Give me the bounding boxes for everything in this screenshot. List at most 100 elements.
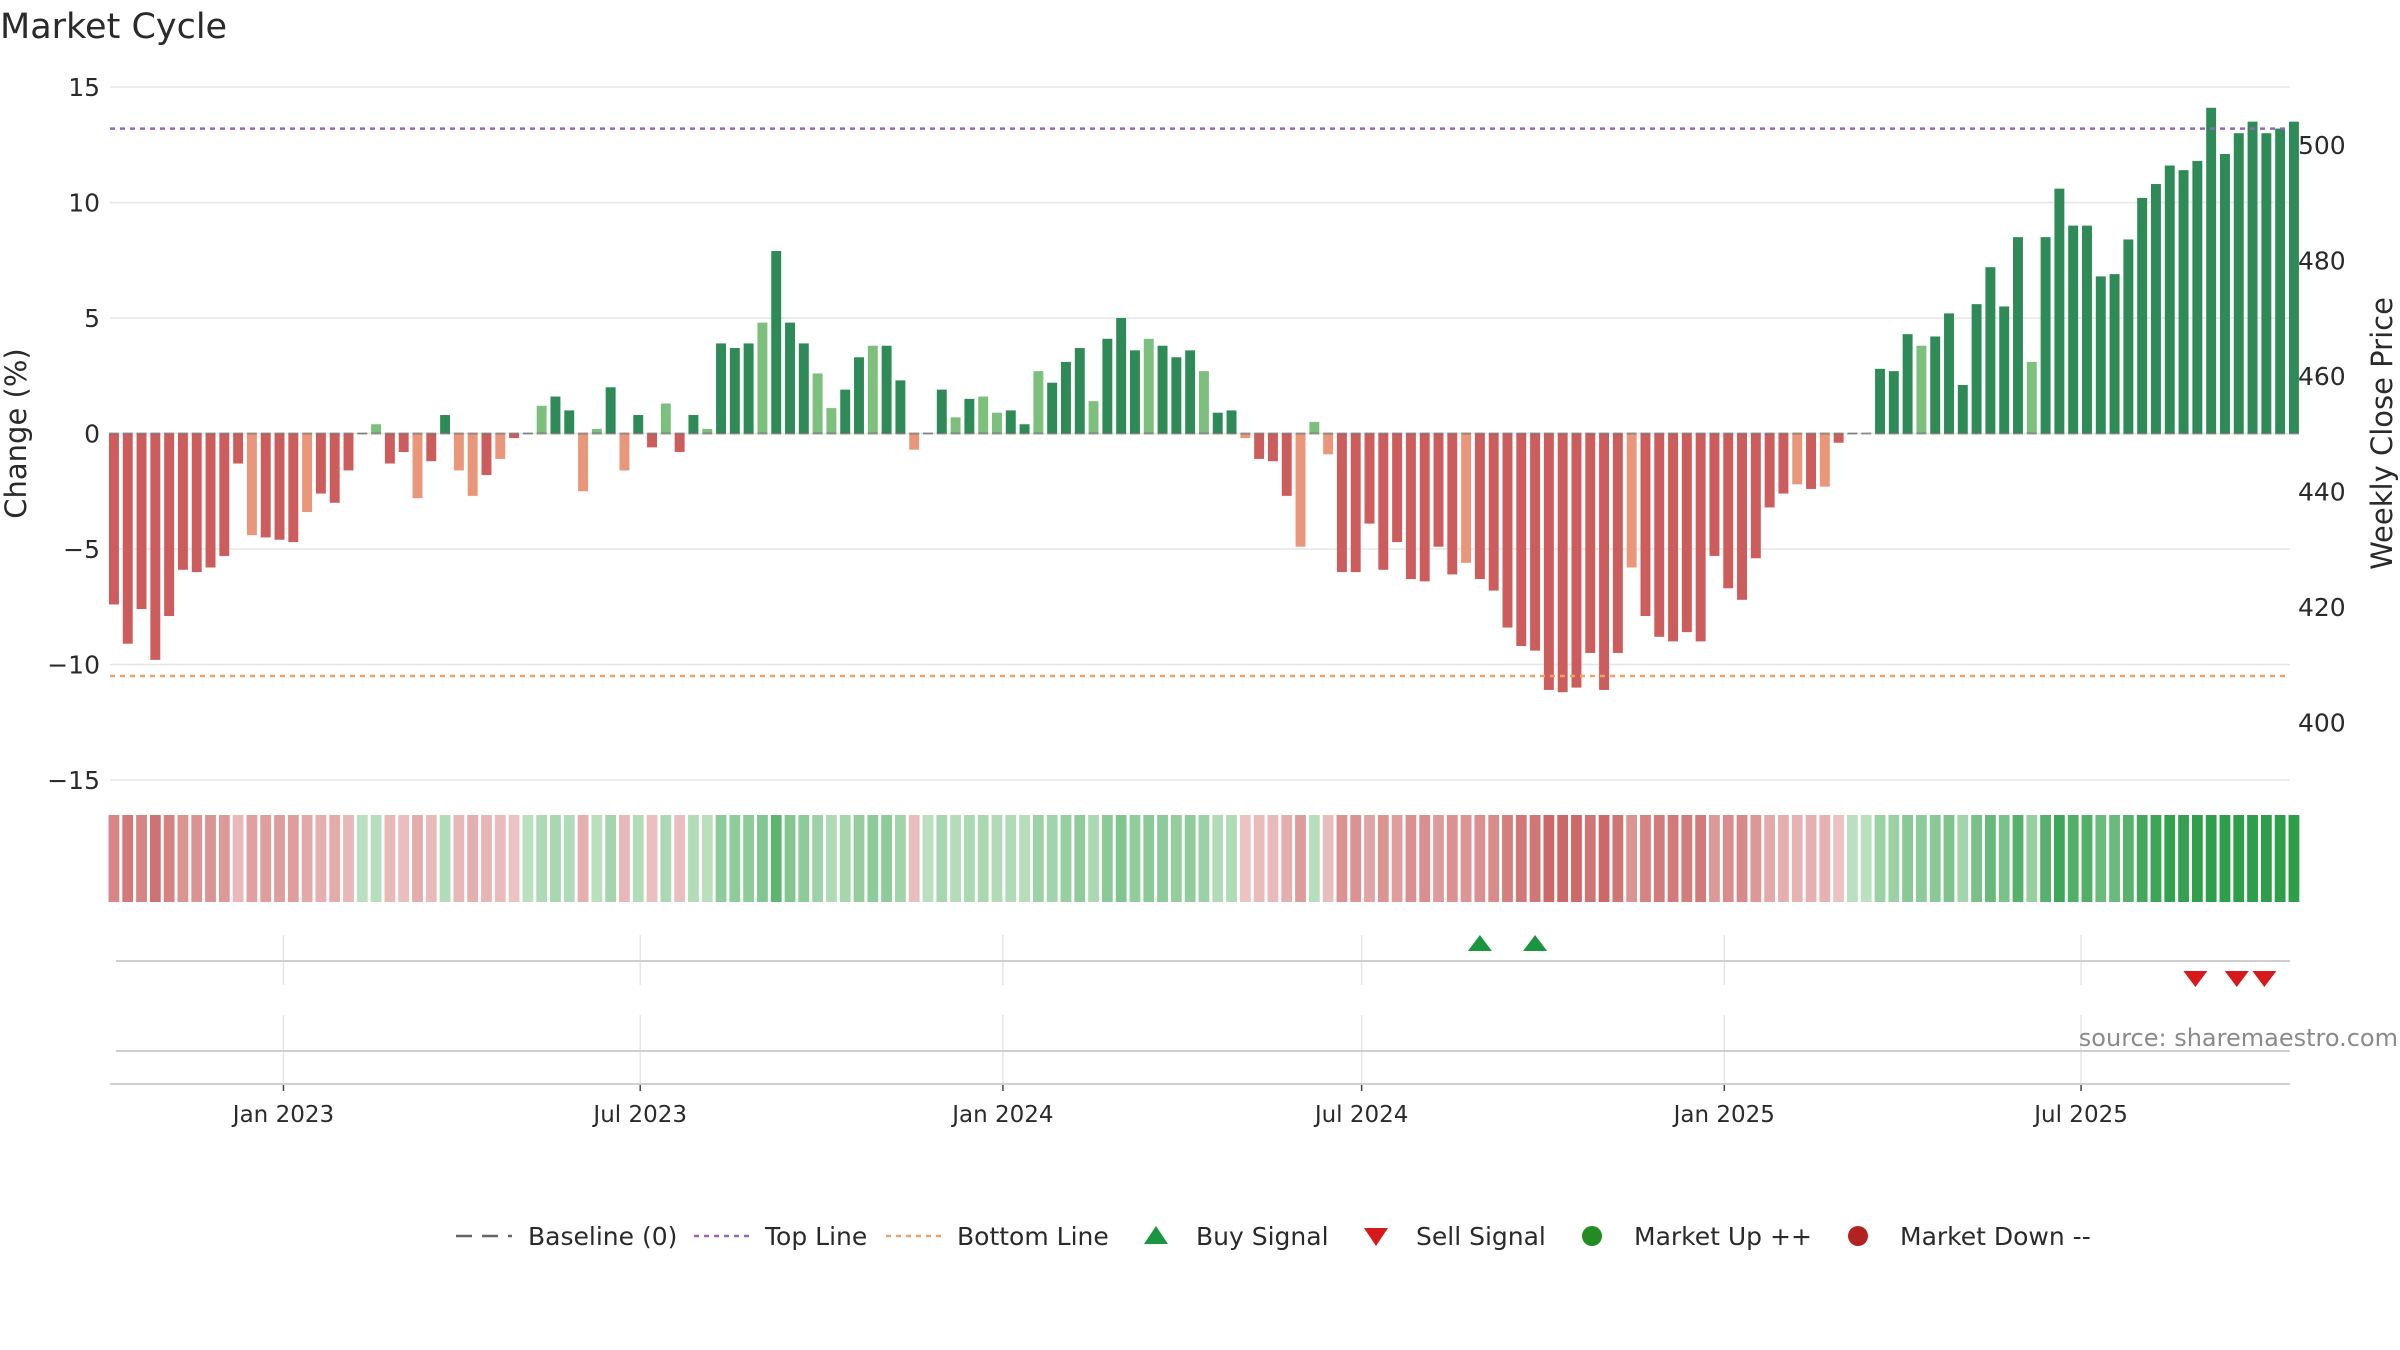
change-bar [1474, 433, 1485, 580]
strength-cell [1322, 815, 1334, 902]
y2-tick-label: 420 [2298, 593, 2346, 622]
strength-cell [632, 815, 644, 902]
strength-cell [356, 815, 368, 902]
change-bar [909, 433, 920, 450]
change-bar [1143, 338, 1154, 434]
change-bar [1240, 433, 1251, 439]
legend-label: Top Line [764, 1222, 867, 1251]
strength-cell [398, 815, 410, 902]
strength-cell [867, 815, 879, 902]
strength-cell [550, 815, 561, 902]
strength-cell [191, 815, 203, 902]
legend-label: Baseline (0) [528, 1222, 677, 1251]
strength-cell [2150, 815, 2162, 902]
change-bar [950, 417, 961, 434]
change-bar [371, 424, 382, 434]
strength-cell [343, 815, 354, 902]
change-bar [2109, 274, 2120, 434]
change-bar [260, 433, 271, 538]
reference-lines [110, 127, 2290, 678]
strength-cell [1157, 815, 1168, 902]
change-bar [2068, 225, 2079, 434]
change-bar [1323, 433, 1334, 455]
change-bar [108, 433, 119, 605]
strength-cell [1433, 815, 1444, 902]
strength-cell [1902, 815, 1914, 902]
strength-cell [1860, 815, 1872, 902]
strength-cell [1060, 815, 1072, 902]
change-bar [1971, 304, 1982, 434]
legend-item: Buy Signal [1144, 1222, 1329, 1251]
strength-cell [1584, 815, 1596, 902]
change-bar [729, 348, 740, 434]
y2-tick-label: 480 [2298, 246, 2346, 275]
change-bar [867, 345, 878, 434]
strength-cell [2136, 815, 2148, 902]
strength-cell [2109, 815, 2120, 902]
legend-item: Market Up ++ [1582, 1222, 1812, 1251]
strength-cell [1709, 815, 1720, 902]
change-bar [1764, 433, 1775, 508]
strength-cell [2219, 815, 2231, 902]
change-bar [1461, 433, 1472, 563]
y-tick-label: −5 [63, 535, 100, 564]
strength-cell [425, 815, 437, 902]
change-bar [578, 433, 589, 492]
strength-cell [412, 815, 423, 902]
change-bar [757, 322, 768, 434]
legend: Baseline (0) Top Line Bottom Line Buy Signa… [456, 1222, 2091, 1251]
strength-cell [1722, 815, 1734, 902]
strength-cell [936, 815, 948, 902]
strength-cell [1929, 815, 1941, 902]
strength-cell [605, 815, 617, 902]
change-bar [1033, 371, 1044, 434]
change-bar [1116, 318, 1127, 434]
change-bar [2178, 170, 2189, 434]
legend-swatch [1144, 1226, 1168, 1244]
x-tick-label: Jul 2024 [1313, 1102, 1409, 1128]
legend-label: Bottom Line [957, 1222, 1109, 1251]
change-bar [1129, 350, 1140, 434]
strength-cell [894, 815, 906, 902]
change-bar [798, 343, 809, 434]
strength-cell [784, 815, 796, 902]
strength-cell [1405, 815, 1417, 902]
change-bar [936, 389, 947, 434]
strength-cell [1336, 815, 1348, 902]
change-bar [1171, 357, 1182, 434]
signal-panel: Jan 2023 Jul 2023 Jan 2024 Jul 2024 Jan 2025… [110, 935, 2290, 1128]
change-bar [2233, 133, 2244, 434]
strength-cell [1874, 815, 1886, 902]
strength-cell [2274, 815, 2286, 902]
strength-cell [1502, 815, 1513, 902]
strength-cell [1460, 815, 1472, 902]
strength-cell [729, 815, 741, 902]
strength-cell [1805, 815, 1817, 902]
change-bar [674, 433, 685, 452]
strength-cell [1046, 815, 1058, 902]
strength-cell [2067, 815, 2079, 902]
change-bar [191, 433, 202, 573]
strength-cell [1557, 815, 1569, 902]
change-bar [1364, 433, 1375, 524]
change-bar [1392, 433, 1403, 543]
change-bar [1888, 371, 1899, 434]
change-bar [1944, 313, 1954, 434]
change-bar [1419, 433, 1430, 582]
strength-cell [2164, 815, 2176, 902]
change-bar [1295, 433, 1306, 547]
change-bar [2164, 165, 2175, 434]
change-bar [1585, 433, 1596, 653]
change-bar [619, 433, 630, 471]
strength-cell [757, 815, 768, 902]
strength-cell [688, 815, 699, 902]
legend-item: Market Down -- [1848, 1222, 2091, 1251]
change-bar [1102, 338, 1113, 434]
change-bar [1074, 348, 1085, 434]
strength-cell [1446, 815, 1458, 902]
strength-cell [1681, 815, 1693, 902]
strength-cell [522, 815, 534, 902]
source-credit: source: sharemaestro.com [2079, 1024, 2398, 1052]
strength-cell [108, 815, 120, 902]
change-bar [978, 396, 989, 434]
